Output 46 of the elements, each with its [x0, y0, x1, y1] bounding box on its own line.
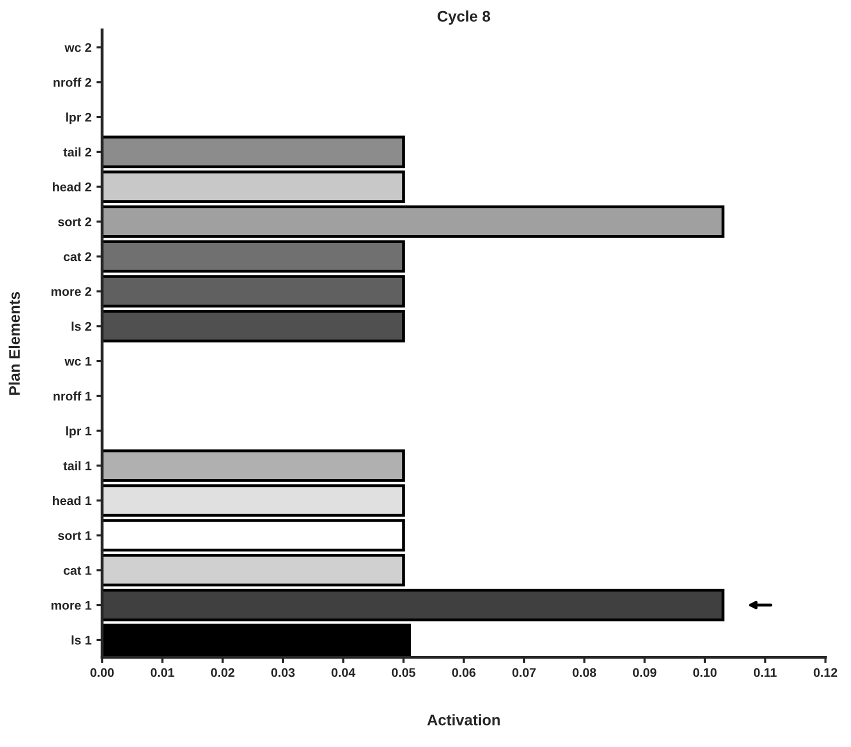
y-tick-label: nroff 1	[54, 391, 92, 401]
bar	[102, 449, 405, 482]
y-tick-label: more 2	[52, 287, 92, 296]
y-tick-label: lpr 2	[66, 112, 92, 124]
bar	[102, 554, 405, 586]
x-tick-label: 0.00	[90, 668, 114, 677]
bar	[102, 275, 405, 308]
y-tick-label: cat 2	[64, 252, 92, 262]
bar	[102, 519, 405, 552]
y-tick-label: more 1	[52, 601, 92, 610]
x-tick-label: 0.08	[572, 668, 596, 677]
bar	[102, 205, 724, 238]
bar	[102, 240, 405, 273]
x-tick-label: 0.07	[512, 668, 536, 677]
y-tick-label: sort 2	[58, 217, 92, 226]
bar	[102, 136, 405, 168]
y-tick-label: cat 1	[64, 566, 92, 575]
bar	[102, 588, 724, 622]
bar	[102, 484, 405, 517]
x-tick-label: 0.12	[814, 668, 838, 677]
x-tick-label: 0.01	[150, 668, 174, 677]
y-tick-label: lpr 1	[66, 426, 92, 438]
y-tick-label: head 1	[52, 496, 92, 506]
y-tick-label: tail 1	[63, 461, 92, 470]
chart-title: Cycle 8	[438, 10, 490, 25]
y-tick-label: ls 2	[72, 322, 92, 331]
y-tick-label: tail 2	[63, 147, 92, 157]
x-tick-label: 0.10	[693, 668, 717, 677]
x-tick-label: 0.11	[754, 668, 777, 677]
y-tick-label: nroff 2	[54, 78, 92, 87]
y-tick-label: head 2	[52, 182, 92, 192]
y-axis-title: Plan Elements	[8, 292, 20, 395]
x-tick-label: 0.06	[452, 668, 476, 677]
bar	[102, 624, 411, 656]
x-tick-label: 0.05	[392, 668, 416, 677]
x-tick-label: 0.09	[632, 668, 656, 677]
bar	[102, 310, 405, 342]
bar	[102, 170, 405, 203]
y-tick-label: ls 1	[72, 635, 92, 645]
x-tick-label: 0.02	[211, 668, 234, 677]
y-tick-label: wc 2	[64, 43, 92, 52]
x-tick-label: 0.03	[271, 668, 295, 677]
y-tick-label: sort 1	[58, 531, 92, 540]
y-tick-label: wc 1	[64, 356, 92, 366]
x-axis-title: Activation	[427, 714, 500, 726]
x-tick-label: 0.04	[332, 668, 356, 677]
